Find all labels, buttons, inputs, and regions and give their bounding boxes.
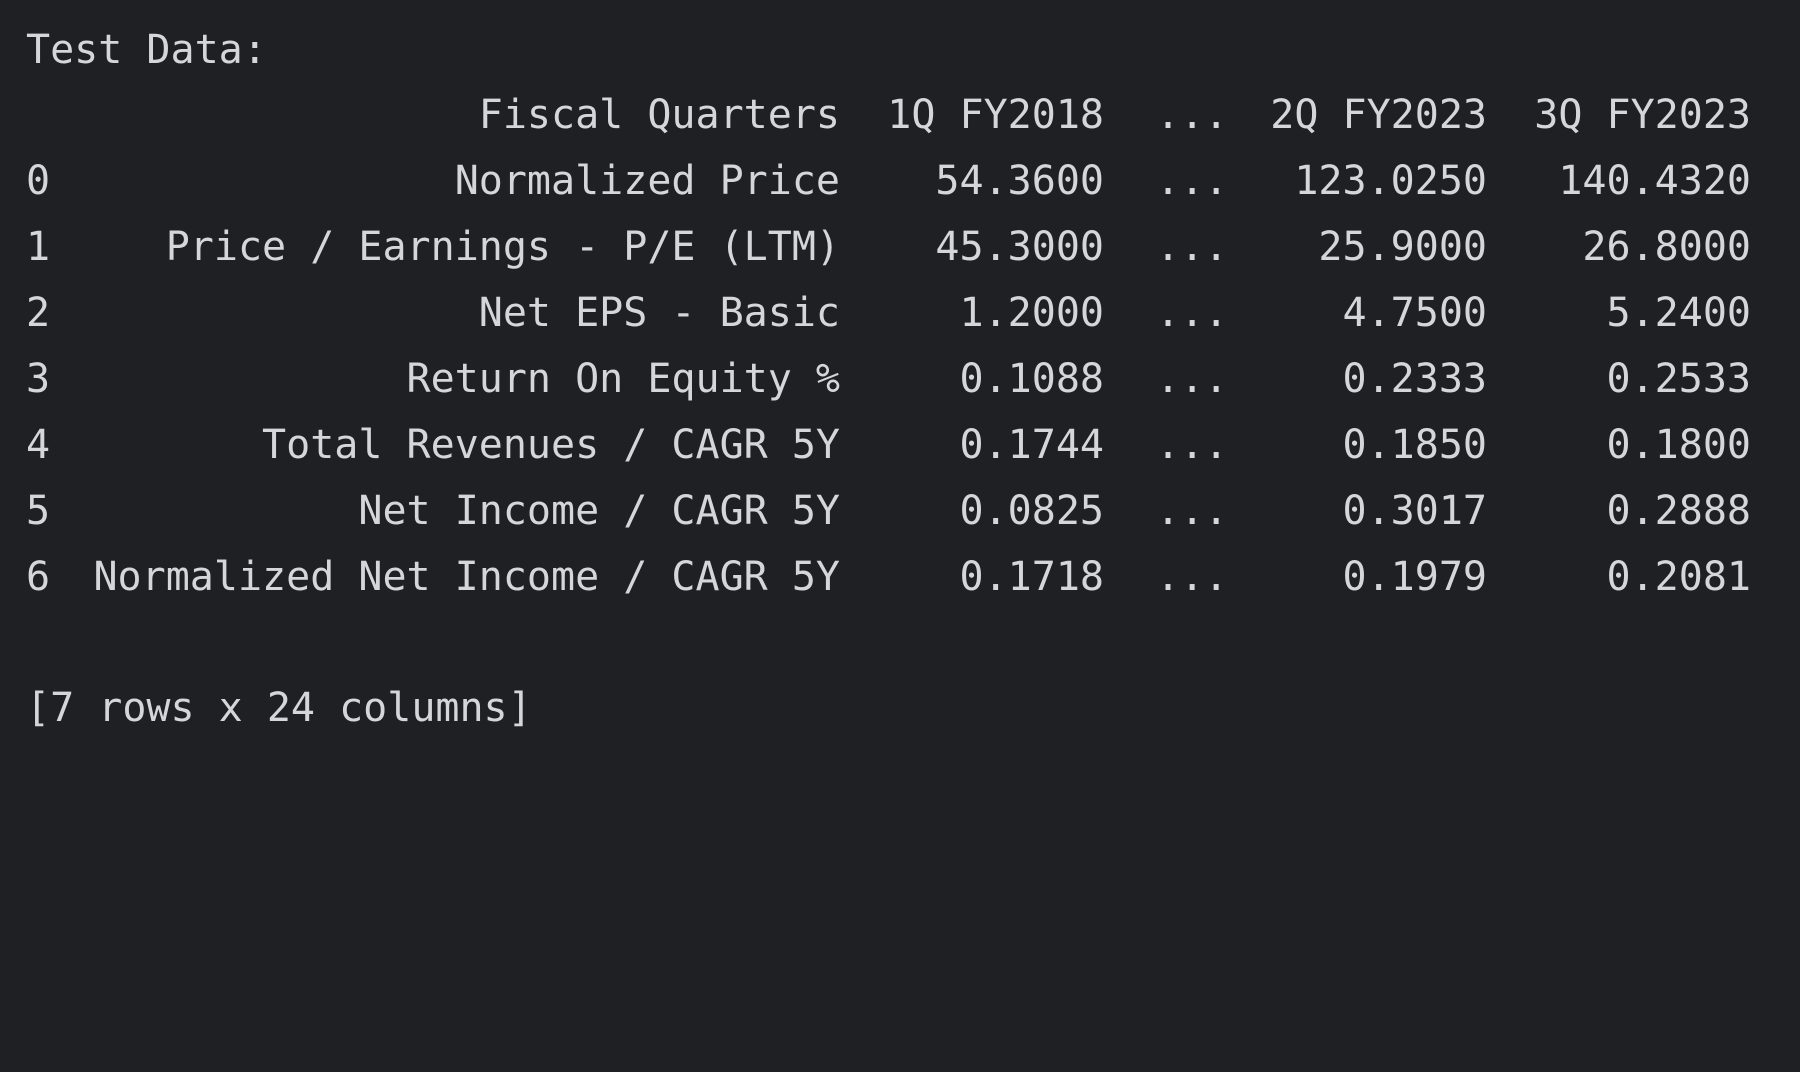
row-ellipsis: ... [1156,158,1229,204]
row-col1: 0.1718 [959,554,1105,600]
row-col3: 0.2888 [1606,488,1752,534]
output-footer: [7 rows x 24 columns] [26,685,532,731]
row-col3: 0.1800 [1606,422,1752,468]
table-header-row: Fiscal Quarters 1Q FY2018 ... 2Q FY2023 … [0,82,1800,148]
table-row: 2 Net EPS - Basic 1.2000 ... 4.7500 5.24… [0,280,1800,346]
row-col3: 140.4320 [1558,158,1751,204]
row-col2: 0.2333 [1342,356,1488,402]
header-col1: 1Q FY2018 [887,92,1104,138]
row-col2: 4.7500 [1342,290,1488,336]
row-index: 3 [26,356,51,402]
row-ellipsis: ... [1156,488,1229,534]
row-col2: 25.9000 [1318,224,1487,270]
header-ellipsis: ... [1156,92,1229,138]
row-ellipsis: ... [1156,554,1229,600]
output-caption: Test Data: [26,27,267,73]
row-label: Return On Equity % [406,356,840,402]
header-label: Fiscal Quarters [478,92,840,138]
row-label: Net EPS - Basic [478,290,840,336]
row-label: Normalized Price [454,158,840,204]
table-row: 6 Normalized Net Income / CAGR 5Y 0.1718… [0,544,1800,610]
row-index: 5 [26,488,51,534]
row-col2: 0.1979 [1342,554,1488,600]
row-ellipsis: ... [1156,290,1229,336]
row-col3: 0.2081 [1606,554,1752,600]
console-output: Test Data: Fiscal Quarters 1Q FY2018 ...… [0,27,1800,731]
row-ellipsis: ... [1156,422,1229,468]
row-col1: 45.3000 [935,224,1104,270]
dataframe-table: Fiscal Quarters 1Q FY2018 ... 2Q FY2023 … [0,82,1800,610]
header-col3: 3Q FY2023 [1534,92,1751,138]
row-label: Normalized Net Income / CAGR 5Y [93,554,840,600]
header-col2: 2Q FY2023 [1270,92,1487,138]
row-ellipsis: ... [1156,356,1229,402]
row-index: 1 [26,224,51,270]
row-col2: 0.1850 [1342,422,1488,468]
row-col2: 123.0250 [1294,158,1487,204]
row-label: Net Income / CAGR 5Y [358,488,840,534]
row-label: Total Revenues / CAGR 5Y [262,422,840,468]
row-index: 0 [26,158,51,204]
row-col1: 0.1744 [959,422,1105,468]
row-col1: 1.2000 [959,290,1105,336]
row-col1: 0.1088 [959,356,1105,402]
row-index: 6 [26,554,51,600]
table-row: 4 Total Revenues / CAGR 5Y 0.1744 ... 0.… [0,412,1800,478]
table-row: 0 Normalized Price 54.3600 ... 123.0250 … [0,148,1800,214]
row-label: Price / Earnings - P/E (LTM) [165,224,840,270]
header-index [26,82,76,148]
row-index: 2 [26,290,51,336]
table-row: 1 Price / Earnings - P/E (LTM) 45.3000 .… [0,214,1800,280]
table-row: 5 Net Income / CAGR 5Y 0.0825 ... 0.3017… [0,478,1800,544]
table-row: 3 Return On Equity % 0.1088 ... 0.2333 0… [0,346,1800,412]
row-col2: 0.3017 [1342,488,1488,534]
row-col3: 0.2533 [1606,356,1752,402]
row-ellipsis: ... [1156,224,1229,270]
row-col1: 0.0825 [959,488,1105,534]
row-col1: 54.3600 [935,158,1104,204]
row-index: 4 [26,422,51,468]
row-col3: 5.2400 [1606,290,1752,336]
row-col3: 26.8000 [1582,224,1751,270]
